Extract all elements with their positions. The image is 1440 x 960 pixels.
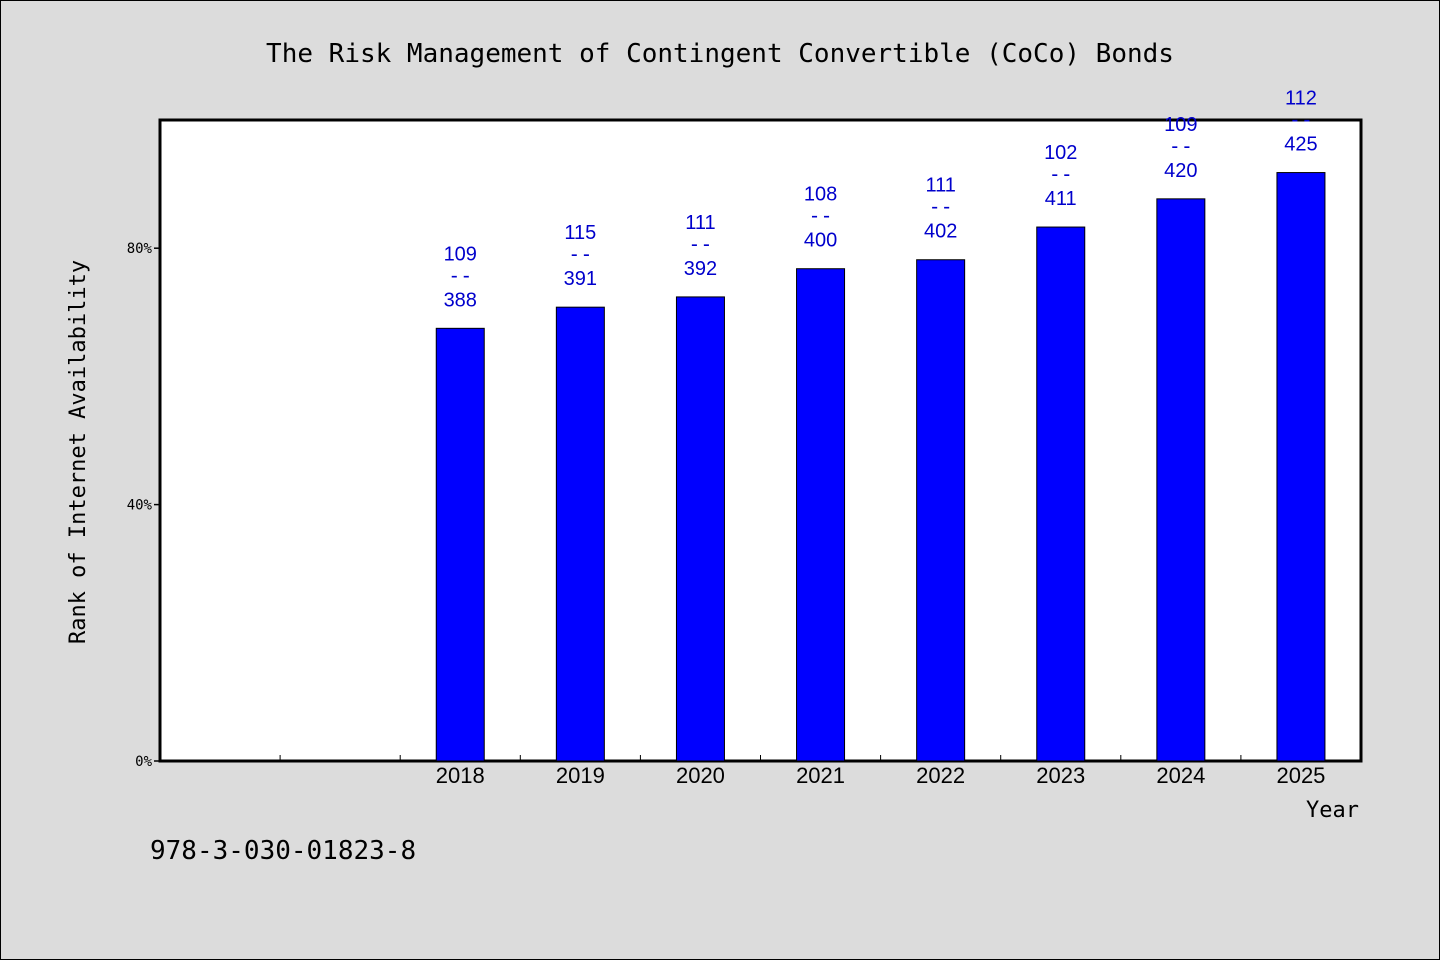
- data-label-numerator: 115: [564, 222, 596, 244]
- data-label-numerator: 112: [1285, 88, 1317, 110]
- y-tick-label: 80%: [127, 241, 153, 257]
- y-tick-label: 40%: [127, 498, 153, 514]
- bar: [1036, 226, 1086, 762]
- data-label-fraction-bar: --: [1049, 162, 1073, 186]
- y-tick-label: 0%: [135, 754, 152, 770]
- bar: [1276, 172, 1326, 762]
- data-label-fraction-bar: --: [448, 263, 472, 287]
- data-label-denominator: 425: [1284, 134, 1317, 156]
- data-label-denominator: 411: [1045, 188, 1077, 210]
- x-tick-label: 2020: [676, 763, 725, 788]
- data-label-fraction-bar: --: [1289, 108, 1313, 132]
- data-label-denominator: 420: [1164, 160, 1197, 182]
- data-label-numerator: 111: [685, 212, 715, 234]
- x-axis-label: Year: [1306, 798, 1359, 823]
- x-tick-label: 2024: [1156, 763, 1205, 788]
- isbn-label: 978-3-030-01823-8: [150, 836, 417, 866]
- data-label-denominator: 402: [924, 221, 957, 243]
- data-label-fraction-bar: --: [929, 195, 953, 219]
- bar: [1156, 198, 1206, 762]
- x-tick-label: 2023: [1036, 763, 1085, 788]
- data-label-denominator: 388: [444, 289, 477, 311]
- x-tick-label: 2022: [916, 763, 965, 788]
- data-label-denominator: 400: [804, 230, 837, 252]
- bar: [916, 259, 966, 762]
- data-label-fraction-bar: --: [688, 232, 712, 256]
- data-label-numerator: 109: [1164, 114, 1197, 136]
- data-label-numerator: 108: [804, 184, 837, 206]
- bar: [555, 306, 605, 762]
- data-label-fraction-bar: --: [809, 204, 833, 228]
- chart-title: The Risk Management of Contingent Conver…: [266, 39, 1174, 69]
- data-label-denominator: 392: [684, 258, 717, 280]
- data-label-numerator: 102: [1044, 142, 1077, 164]
- data-label-fraction-bar: --: [1169, 134, 1193, 158]
- data-label-denominator: 391: [564, 268, 597, 290]
- bar: [435, 327, 485, 762]
- bar: [675, 296, 725, 762]
- data-label-numerator: 111: [925, 175, 955, 197]
- x-tick-label: 2018: [436, 763, 485, 788]
- data-label-fraction-bar: --: [568, 242, 592, 266]
- x-tick-label: 2019: [556, 763, 605, 788]
- x-tick-label: 2021: [796, 763, 845, 788]
- x-tick-label: 2025: [1276, 763, 1325, 788]
- data-label-numerator: 109: [444, 243, 477, 265]
- y-axis-label: Rank of Internet Availability: [66, 260, 91, 644]
- bar: [796, 268, 846, 762]
